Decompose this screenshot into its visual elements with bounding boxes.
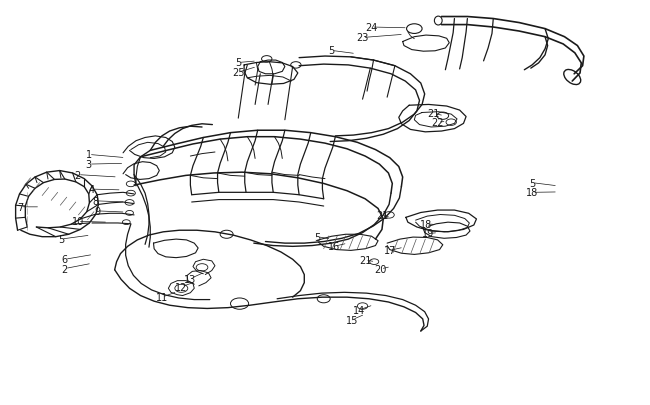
Text: 8: 8: [92, 196, 98, 206]
Text: 5: 5: [58, 234, 64, 245]
Text: 21: 21: [428, 109, 440, 119]
Text: 5: 5: [529, 178, 535, 188]
Text: 21: 21: [359, 256, 371, 265]
Text: 25: 25: [232, 68, 244, 78]
Text: 10: 10: [72, 217, 84, 227]
Text: 24: 24: [365, 23, 378, 33]
Text: 5: 5: [235, 58, 241, 68]
Text: 19: 19: [422, 229, 435, 239]
Text: 22: 22: [432, 118, 444, 128]
Text: 11: 11: [156, 292, 168, 303]
Text: 23: 23: [356, 33, 369, 43]
Text: 9: 9: [94, 207, 100, 216]
Text: 21: 21: [376, 210, 388, 220]
Text: 18: 18: [526, 188, 538, 198]
Text: 6: 6: [62, 255, 68, 264]
Text: 15: 15: [346, 315, 358, 325]
Text: 2: 2: [75, 170, 81, 180]
Text: 4: 4: [89, 185, 95, 195]
Text: 14: 14: [352, 305, 365, 315]
Text: 5: 5: [314, 232, 320, 242]
Text: 3: 3: [86, 160, 92, 170]
Text: 7: 7: [18, 202, 24, 212]
Text: 17: 17: [384, 246, 396, 256]
Text: 5: 5: [328, 46, 335, 56]
Text: 13: 13: [184, 274, 196, 284]
Text: 18: 18: [420, 219, 432, 229]
Text: 2: 2: [62, 264, 68, 274]
Text: 1: 1: [86, 150, 92, 160]
Text: 20: 20: [374, 264, 387, 274]
Text: 12: 12: [175, 282, 187, 292]
Text: 16: 16: [328, 242, 340, 252]
